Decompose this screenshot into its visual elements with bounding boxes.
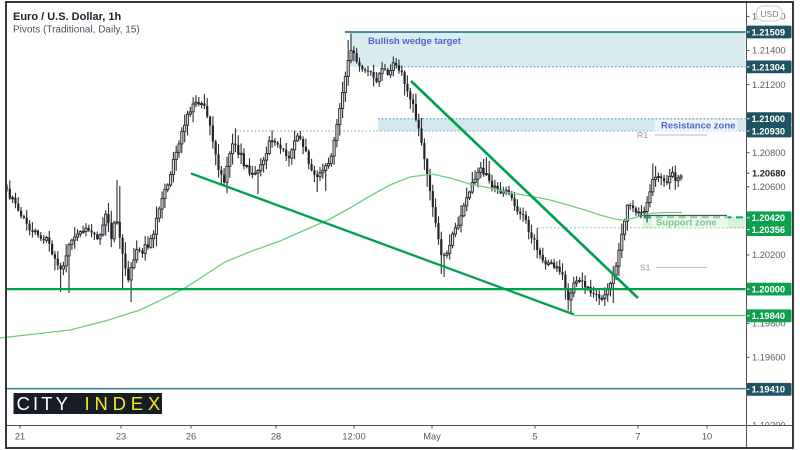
svg-text:1.21400: 1.21400 (752, 46, 786, 56)
svg-text:5: 5 (532, 432, 537, 442)
svg-text:Pivots (Traditional, Daily, 15: Pivots (Traditional, Daily, 15) (13, 25, 140, 36)
svg-text:26: 26 (186, 432, 196, 442)
svg-text:1.19840: 1.19840 (752, 311, 786, 321)
svg-text:1.19800: 1.19800 (752, 319, 786, 329)
svg-text:1.21200: 1.21200 (752, 80, 786, 90)
svg-text:1.19410: 1.19410 (752, 385, 786, 395)
svg-text:1.19600: 1.19600 (752, 353, 786, 363)
svg-text:1.20600: 1.20600 (752, 182, 786, 192)
svg-text:INDEX: INDEX (85, 393, 166, 414)
svg-text:R1: R1 (637, 130, 648, 140)
svg-text:May: May (423, 432, 441, 442)
svg-text:1.20000: 1.20000 (752, 285, 786, 295)
svg-text:CITY: CITY (17, 393, 72, 414)
svg-text:12:00: 12:00 (342, 432, 365, 442)
svg-text:1.21000: 1.21000 (752, 114, 786, 124)
svg-text:1.20800: 1.20800 (752, 148, 786, 158)
svg-text:P: P (640, 211, 646, 221)
svg-text:1.20930: 1.20930 (752, 126, 786, 136)
svg-text:Euro / U.S. Dollar, 1h: Euro / U.S. Dollar, 1h (13, 11, 121, 23)
svg-text:1.21304: 1.21304 (752, 62, 786, 72)
svg-text:Support zone: Support zone (656, 217, 717, 228)
svg-text:21: 21 (15, 432, 25, 442)
svg-text:Bullish wedge target: Bullish wedge target (368, 36, 462, 47)
svg-text:1.21509: 1.21509 (752, 27, 786, 37)
svg-text:10: 10 (702, 432, 712, 442)
svg-text:23: 23 (116, 432, 126, 442)
svg-text:S1: S1 (640, 263, 651, 273)
svg-text:1.20200: 1.20200 (752, 250, 786, 260)
svg-text:Resistance zone: Resistance zone (661, 121, 735, 132)
svg-text:1.20356: 1.20356 (752, 225, 786, 235)
svg-text:1.20420: 1.20420 (752, 213, 786, 223)
svg-text:28: 28 (271, 432, 281, 442)
svg-text:7: 7 (635, 432, 640, 442)
svg-text:1.20680: 1.20680 (752, 168, 786, 178)
svg-text:USD: USD (760, 9, 778, 19)
